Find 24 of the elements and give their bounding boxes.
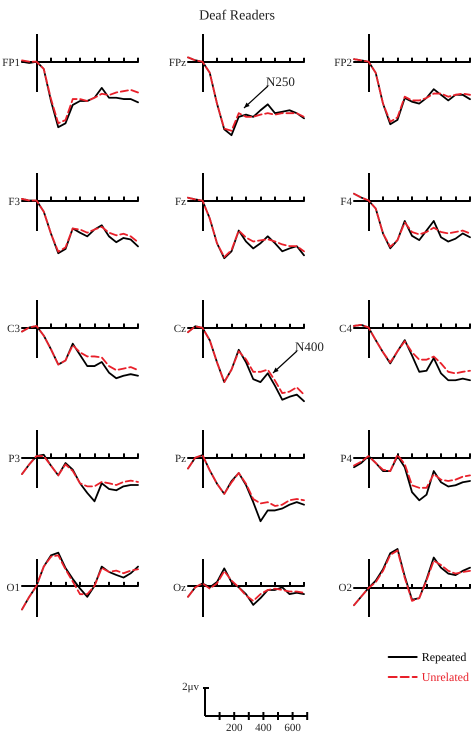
y-axis-title: O2 bbox=[338, 582, 352, 594]
y-axis-title: O1 bbox=[6, 582, 20, 594]
y-axis-title: Oz bbox=[173, 582, 186, 594]
y-axis-title: FPz bbox=[168, 57, 186, 69]
y-axis-title: F4 bbox=[340, 196, 352, 208]
y-axis-title: P4 bbox=[340, 453, 352, 465]
y-axis-title: FP2 bbox=[334, 57, 352, 69]
y-axis-title: Fz bbox=[175, 196, 186, 208]
y-axis-title: C4 bbox=[339, 323, 352, 335]
text: 400 bbox=[254, 722, 273, 734]
legend-label: Unrelated bbox=[422, 670, 470, 684]
y-axis-title: C3 bbox=[7, 323, 20, 335]
text: Deaf Readers bbox=[199, 8, 275, 24]
y-axis-title: FP1 bbox=[2, 57, 20, 69]
text: 600 bbox=[283, 722, 302, 734]
y-axis-title: P3 bbox=[8, 453, 20, 465]
text: 200 bbox=[224, 722, 244, 734]
text: 2μv bbox=[182, 681, 199, 693]
y-axis-title: F3 bbox=[8, 196, 20, 208]
annotation: N400 bbox=[295, 339, 324, 354]
annotation: N250 bbox=[266, 74, 295, 89]
legend-label: Repeated bbox=[422, 650, 466, 664]
y-axis-title: Cz bbox=[174, 323, 186, 335]
y-axis-title: Pz bbox=[175, 453, 186, 465]
